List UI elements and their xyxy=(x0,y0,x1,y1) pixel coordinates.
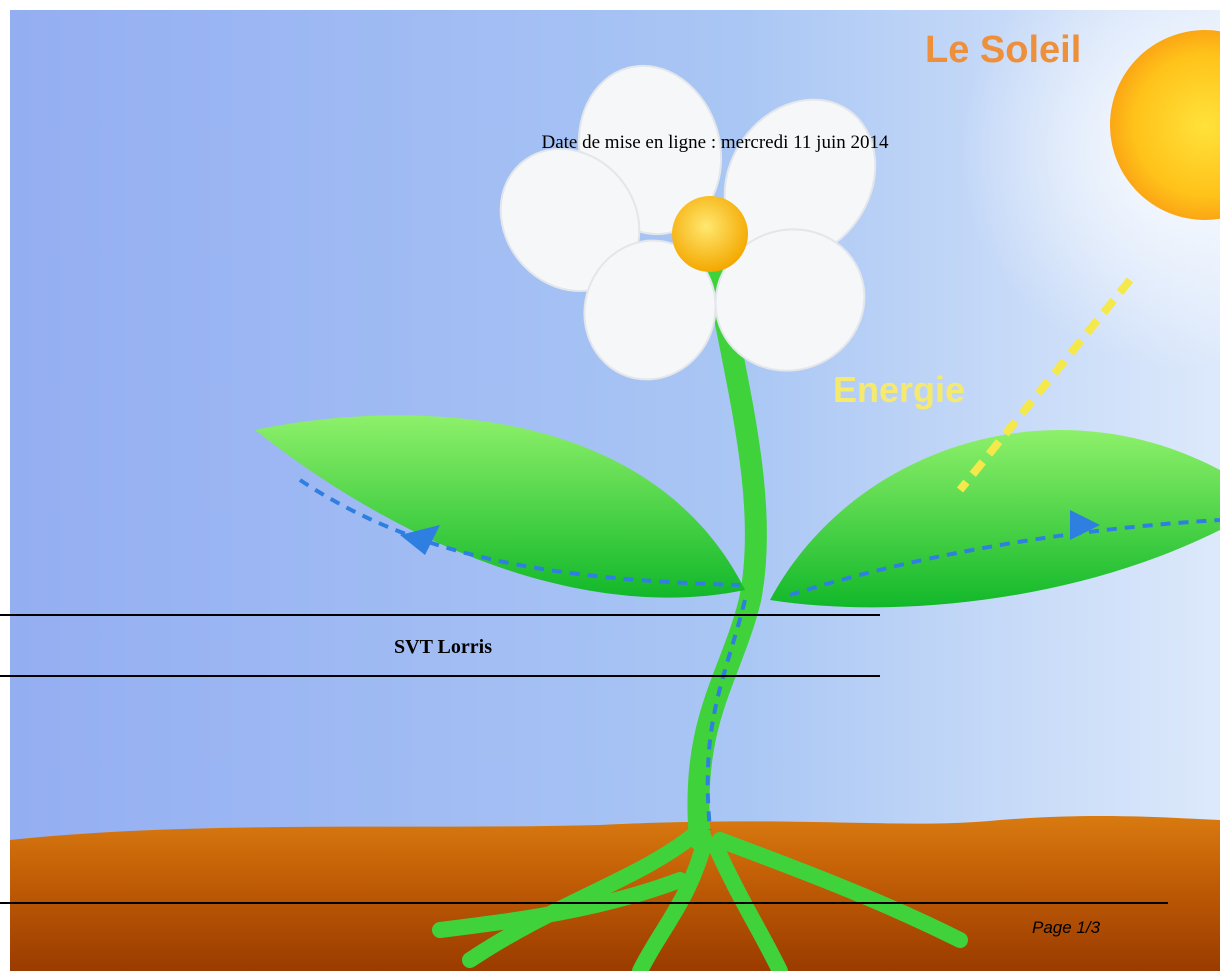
page: Le Soleil Energie Date de mise en ligne … xyxy=(0,0,1220,971)
document-page: Le Soleil Energie Date de mise en ligne … xyxy=(0,0,1220,971)
sun-label: Le Soleil xyxy=(925,29,1081,71)
site-title: SVT Lorris xyxy=(394,636,492,658)
energy-label: Energie xyxy=(833,369,965,410)
flower-center xyxy=(672,196,748,272)
publication-date: Date de mise en ligne : mercredi 11 juin… xyxy=(541,132,889,153)
page-number: Page 1/3 xyxy=(1032,918,1101,937)
